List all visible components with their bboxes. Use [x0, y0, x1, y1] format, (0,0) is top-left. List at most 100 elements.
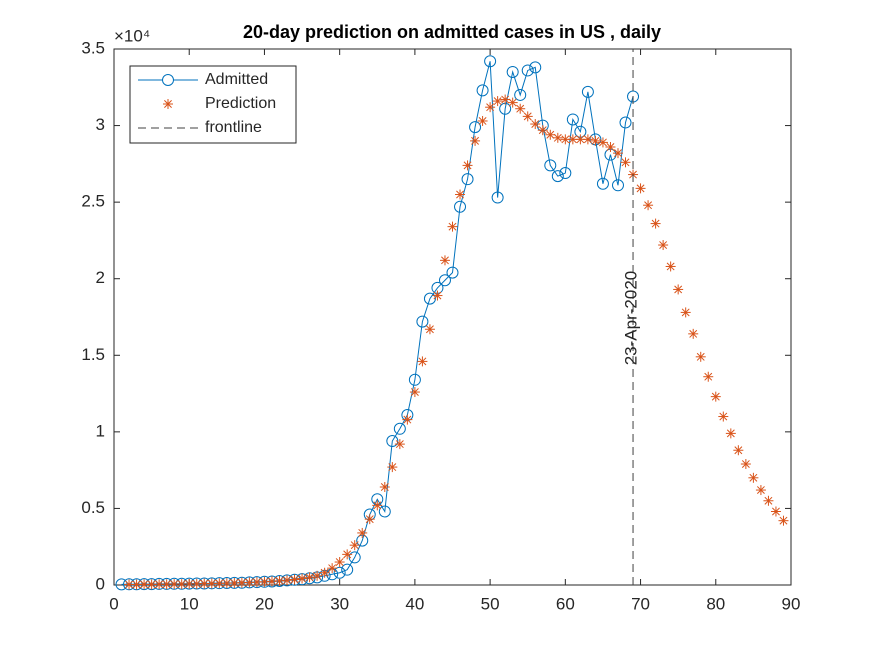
asterisk-stroke [350, 541, 359, 550]
asterisk-marker [402, 414, 413, 425]
asterisk-marker [673, 284, 684, 295]
asterisk-stroke [463, 161, 472, 170]
circle-marker [446, 266, 459, 279]
x-tick-label: 90 [782, 594, 801, 613]
asterisk-stroke [576, 135, 585, 144]
asterisk-marker [605, 142, 616, 153]
asterisk-marker [176, 579, 187, 590]
circle-marker [438, 274, 451, 287]
circle-marker [581, 85, 594, 98]
asterisk-marker [507, 97, 518, 108]
asterisk-stroke [531, 120, 540, 128]
asterisk-stroke [164, 100, 172, 108]
asterisk-stroke [568, 135, 577, 144]
asterisk-marker [763, 495, 774, 506]
circle-marker [551, 170, 564, 183]
asterisk-stroke [283, 576, 291, 585]
asterisk-marker [477, 115, 488, 126]
asterisk-stroke [328, 564, 337, 573]
y-exponent: ×10⁴ [114, 26, 150, 45]
legend-marker [163, 99, 173, 109]
asterisk-stroke [734, 446, 743, 455]
asterisk-stroke [508, 98, 517, 107]
asterisk-stroke [749, 473, 758, 482]
legend-label: Prediction [205, 95, 276, 112]
circle-marker [619, 116, 632, 129]
asterisk-marker [635, 183, 646, 194]
asterisk-marker [620, 157, 631, 168]
asterisk-marker [537, 125, 548, 136]
asterisk-marker [695, 351, 706, 362]
legend-marker [162, 74, 174, 86]
circle-marker [416, 315, 429, 328]
asterisk-marker [718, 411, 729, 422]
asterisk-stroke [260, 577, 269, 586]
asterisk-marker [334, 557, 345, 568]
asterisk-stroke [719, 412, 728, 421]
asterisk-marker [522, 111, 533, 122]
asterisk-marker [515, 103, 526, 114]
asterisk-marker [485, 102, 496, 113]
asterisk-stroke [388, 463, 397, 472]
asterisk-marker [575, 134, 586, 145]
asterisk-stroke [666, 262, 675, 271]
x-tick-label: 60 [556, 594, 575, 613]
asterisk-marker [530, 119, 541, 130]
circle-marker [611, 179, 624, 192]
x-tick-label: 50 [481, 594, 500, 613]
asterisk-stroke [395, 440, 404, 449]
asterisk-stroke [448, 222, 457, 231]
x-tick-label: 0 [109, 594, 118, 613]
x-tick-label: 20 [255, 594, 274, 613]
asterisk-stroke [651, 219, 660, 228]
asterisk-stroke [298, 574, 307, 583]
asterisk-stroke [696, 352, 705, 361]
asterisk-marker [658, 240, 669, 251]
circle-marker [408, 373, 421, 386]
asterisk-marker [372, 500, 383, 511]
asterisk-stroke [779, 516, 788, 525]
asterisk-stroke [674, 285, 683, 294]
asterisk-stroke [403, 415, 412, 424]
asterisk-marker [545, 129, 556, 140]
asterisk-marker [748, 472, 759, 483]
x-tick-label: 30 [330, 594, 349, 613]
asterisk-marker [560, 134, 571, 145]
legend-label: Admitted [205, 71, 268, 88]
asterisk-stroke [704, 372, 713, 381]
circle-marker [529, 61, 542, 74]
asterisk-stroke [230, 579, 239, 587]
asterisk-stroke [523, 112, 532, 121]
asterisk-marker [289, 574, 300, 585]
asterisk-marker [770, 506, 781, 517]
asterisk-marker [590, 135, 601, 146]
asterisk-stroke [275, 576, 284, 585]
asterisk-stroke [147, 580, 156, 589]
asterisk-marker [432, 290, 443, 301]
asterisk-stroke [486, 103, 495, 112]
asterisk-marker [447, 221, 458, 232]
circle-marker [491, 191, 504, 204]
circle-marker [461, 173, 474, 186]
asterisk-stroke [425, 325, 434, 334]
asterisk-marker [755, 485, 766, 496]
asterisk-marker [297, 573, 308, 584]
asterisk-stroke [380, 483, 389, 491]
asterisk-marker [349, 540, 360, 551]
asterisk-marker [319, 567, 330, 578]
asterisk-marker [643, 200, 654, 211]
asterisk-marker [146, 579, 157, 590]
asterisk-stroke [290, 575, 299, 584]
legend-label: frontline [205, 119, 262, 136]
circle-marker [596, 177, 609, 190]
asterisk-marker [778, 515, 789, 526]
asterisk-marker [304, 572, 315, 583]
asterisk-marker [357, 527, 368, 538]
asterisk-stroke [365, 515, 374, 524]
circle-marker [393, 422, 406, 435]
circle-marker [521, 64, 534, 77]
legend-box [129, 65, 297, 144]
asterisk-stroke [644, 201, 653, 210]
asterisk-stroke [471, 136, 480, 145]
asterisk-stroke [252, 578, 261, 587]
